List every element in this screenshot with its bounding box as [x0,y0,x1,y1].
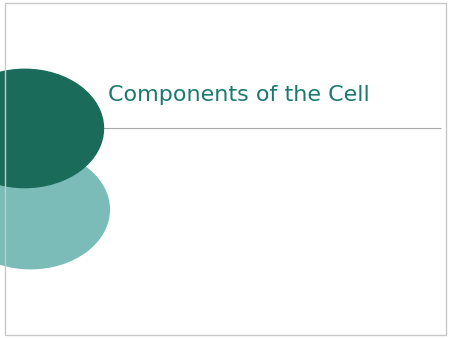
Text: Components of the Cell: Components of the Cell [108,84,370,105]
